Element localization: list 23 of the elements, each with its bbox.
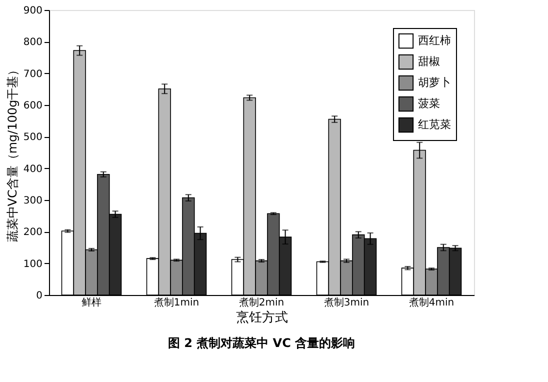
legend-label: 红苋菜 [418, 118, 451, 131]
legend-label: 西红柿 [418, 34, 451, 47]
x-tick-label: 煮制1min [154, 296, 200, 308]
y-tick-label: 700 [23, 68, 42, 80]
y-tick-label: 300 [23, 196, 42, 206]
y-axis-title: 蔬菜中VC含量（mg/100g干基） [5, 64, 20, 242]
y-tick-label: 400 [23, 164, 42, 175]
x-tick-label: 煮制2min [238, 296, 284, 308]
y-tick-label: 100 [23, 258, 42, 270]
y-tick-label: 500 [23, 132, 42, 144]
x-tick-label: 鲜样 [82, 296, 102, 308]
y-tick-label: 200 [23, 227, 42, 238]
x-tick-label: 煮制4min [408, 296, 454, 308]
text: 图 2 煮制对蔬菜中 VC 含量的影响 [168, 336, 356, 350]
y-tick-label: 600 [23, 100, 42, 112]
legend-label: 甜椒 [418, 55, 440, 68]
y-tick-label: 900 [23, 6, 42, 16]
y-tick-label: 0 [36, 290, 42, 302]
y-tick-label: 800 [23, 37, 42, 48]
legend-label: 胡萝卜 [418, 76, 451, 89]
legend-label: 菠菜 [418, 97, 440, 110]
x-axis-title: 烹饪方式 [236, 310, 288, 326]
x-tick-label: 煮制3min [324, 296, 370, 308]
